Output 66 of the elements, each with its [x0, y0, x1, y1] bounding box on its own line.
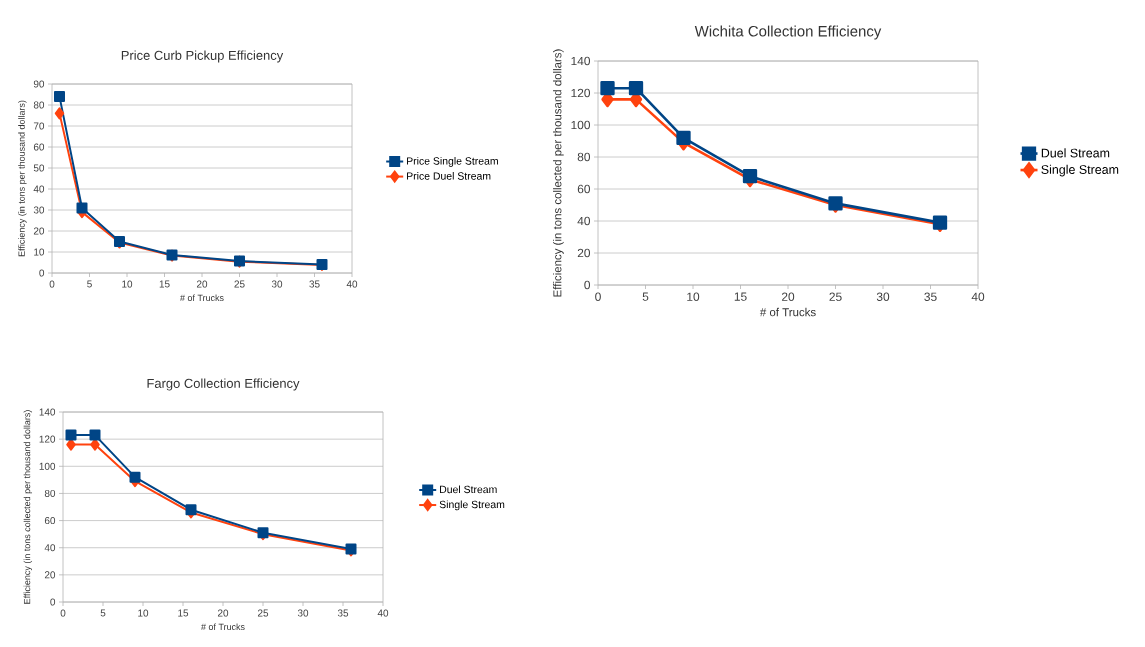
y-tick-label: 100: [39, 462, 56, 470]
x-tick-label: 20: [217, 609, 229, 617]
x-tick-label: 25: [829, 292, 842, 301]
legend-label: Price Single Stream: [407, 156, 498, 167]
y-tick-label: 40: [44, 544, 56, 552]
x-tick-label: 25: [234, 280, 245, 288]
y-tick-label: 70: [33, 122, 45, 130]
y-tick-label: 30: [33, 206, 45, 214]
x-tick-label: 15: [159, 280, 170, 288]
x-tick-label: 10: [122, 280, 133, 288]
legend-label: Duel Stream: [1041, 148, 1110, 158]
x-tick-label: 30: [271, 280, 283, 288]
y-tick-label: 50: [33, 164, 45, 172]
y-tick-label: 140: [39, 408, 56, 416]
y-tick-label: 0: [50, 598, 56, 606]
y-tick-label: 100: [571, 120, 591, 130]
x-tick-label: 0: [60, 609, 66, 617]
legend-label: Duel Stream: [440, 485, 497, 494]
y-tick-label: 120: [571, 88, 591, 98]
chart-title: Wichita Collection Efficiency: [694, 25, 882, 40]
x-tick-label: 35: [337, 609, 349, 617]
y-tick-label: 20: [33, 227, 45, 235]
x-tick-label: 10: [138, 609, 149, 617]
x-tick-label: 25: [257, 609, 269, 617]
legend-label: Single Stream: [1041, 164, 1119, 177]
y-tick-label: 140: [571, 56, 591, 66]
y-tick-label: 80: [33, 101, 45, 109]
x-axis-title: # of Trucks: [759, 307, 816, 317]
x-tick-label: 20: [196, 280, 208, 288]
x-tick-label: 35: [924, 292, 937, 301]
chart-title: Price Curb Pickup Efficiency: [121, 50, 284, 63]
x-tick-label: 15: [734, 292, 747, 301]
chart-title: Fargo Collection Efficiency: [147, 378, 300, 391]
y-tick-label: 20: [44, 571, 56, 579]
x-tick-label: 40: [971, 292, 985, 301]
x-tick-label: 35: [309, 280, 320, 288]
y-tick-label: 60: [577, 184, 591, 194]
y-axis-title: Efficiency (in tons collected per thousand dollars): [553, 49, 564, 297]
x-tick-label: 5: [642, 292, 649, 301]
y-tick-label: 90: [33, 80, 45, 88]
y-tick-label: 20: [577, 248, 591, 258]
y-tick-label: 40: [577, 216, 591, 226]
y-tick-label: 0: [39, 269, 45, 277]
x-tick-label: 30: [876, 292, 890, 301]
x-tick-label: 40: [346, 280, 358, 288]
y-axis-title: Efficiency (in tons per thousand dollars): [18, 100, 27, 257]
legend-label: Single Stream: [439, 500, 505, 511]
y-tick-label: 80: [44, 489, 56, 497]
y-tick-label: 80: [577, 152, 591, 162]
x-axis-title: # of Trucks: [180, 294, 224, 302]
x-tick-label: 15: [178, 609, 189, 617]
x-tick-label: 40: [377, 609, 389, 617]
x-tick-label: 20: [781, 292, 795, 301]
y-tick-label: 60: [44, 517, 56, 525]
x-tick-label: 30: [297, 609, 309, 617]
x-tick-label: 10: [687, 292, 700, 301]
x-axis-title: # of Trucks: [201, 623, 245, 631]
y-tick-label: 40: [33, 185, 45, 193]
x-tick-label: 5: [100, 609, 106, 617]
legend-label: Price Duel Stream: [407, 172, 491, 180]
y-axis-title: Efficiency (in tons collected per thousand dollars): [23, 410, 33, 604]
y-tick-label: 120: [39, 435, 56, 443]
y-tick-label: 60: [33, 143, 45, 151]
y-tick-label: 10: [34, 248, 45, 256]
x-tick-label: 5: [87, 280, 92, 288]
x-tick-label: 0: [595, 292, 601, 301]
